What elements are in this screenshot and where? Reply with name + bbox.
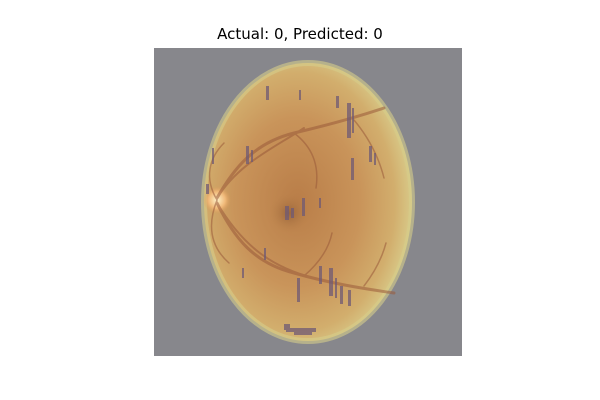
figure-title: Actual: 0, Predicted: 0 xyxy=(217,25,383,43)
blood-vessels xyxy=(208,106,396,295)
fundus-image-svg xyxy=(154,48,462,356)
fundus-image xyxy=(154,48,462,356)
image-artifacts xyxy=(206,86,376,335)
fundus-disc xyxy=(204,63,412,341)
